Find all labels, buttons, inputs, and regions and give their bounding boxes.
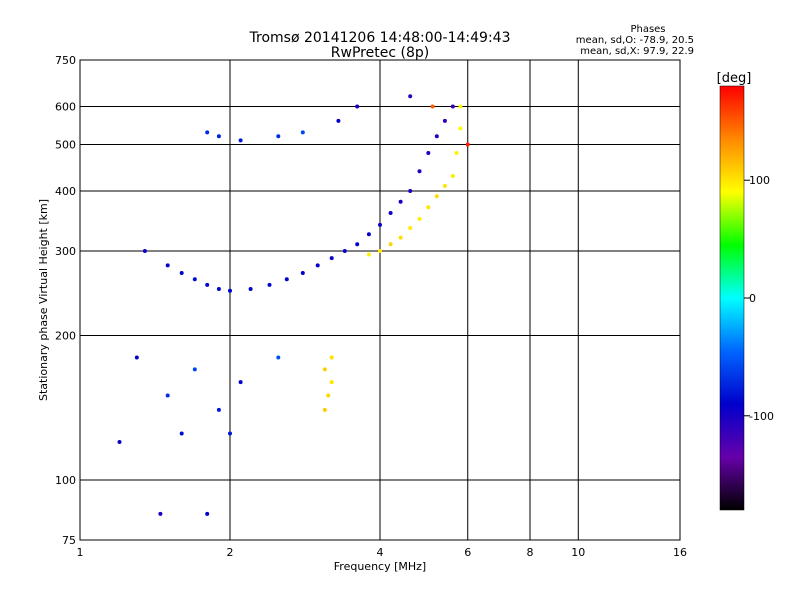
data-point-o bbox=[342, 249, 347, 253]
data-point-o bbox=[205, 511, 210, 516]
data-point-x bbox=[398, 235, 403, 240]
x-tick-label: 10 bbox=[571, 546, 585, 559]
chart-subtitle: RwPretec (8p) bbox=[331, 45, 429, 61]
colorbar-tick-label: -100 bbox=[749, 410, 774, 423]
data-point-o bbox=[248, 287, 253, 291]
y-tick-label: 300 bbox=[55, 245, 76, 258]
x-tick-label: 2 bbox=[227, 546, 234, 559]
data-point-x bbox=[366, 252, 371, 257]
data-point-o bbox=[117, 440, 122, 444]
data-point-o bbox=[216, 287, 221, 291]
data-point-o bbox=[417, 169, 422, 174]
colorbar-tick-label: 0 bbox=[749, 292, 756, 305]
data-point-o bbox=[165, 393, 170, 398]
data-point-o bbox=[336, 118, 341, 123]
data-point-x bbox=[417, 216, 422, 221]
data-point-x bbox=[450, 174, 455, 178]
data-point-o bbox=[192, 277, 197, 282]
data-point-x bbox=[329, 355, 334, 360]
x-tick-label: 1 bbox=[77, 546, 84, 559]
y-tick-label: 400 bbox=[55, 185, 76, 198]
data-point-o bbox=[216, 134, 221, 139]
data-point-x bbox=[322, 367, 327, 372]
data-point-x bbox=[458, 104, 463, 109]
y-tick-label: 200 bbox=[55, 330, 76, 343]
data-point-o bbox=[158, 511, 163, 516]
data-point-o bbox=[300, 130, 305, 135]
data-point-o bbox=[238, 138, 243, 143]
data-point-o bbox=[192, 367, 197, 372]
data-point-x bbox=[434, 194, 439, 199]
data-point-x bbox=[458, 126, 463, 131]
data-point-o bbox=[205, 282, 210, 287]
data-point-x bbox=[388, 242, 393, 247]
phase-stats-x: mean, sd,X: 97.9, 22.9 bbox=[580, 46, 694, 57]
data-point-o bbox=[216, 407, 221, 412]
data-point-o bbox=[276, 355, 281, 360]
colorbar-label: [deg] bbox=[717, 71, 752, 86]
data-point-o bbox=[228, 288, 232, 293]
data-point-o bbox=[366, 232, 371, 237]
data-point-o bbox=[408, 94, 413, 99]
phase-stats-o: mean, sd,O: -78.9, 20.5 bbox=[576, 35, 694, 46]
colorbar-tick-label: 100 bbox=[749, 174, 770, 187]
x-axis-label: Frequency [MHz] bbox=[334, 560, 426, 573]
data-point-x bbox=[426, 205, 431, 210]
colorbar-ticks: 100 0 -100 bbox=[744, 174, 774, 423]
data-point-o bbox=[276, 134, 281, 139]
data-point-o bbox=[205, 130, 210, 135]
data-point-o bbox=[267, 282, 272, 287]
y-ticks: 75 100 200 300 400 500 600 750 bbox=[55, 54, 76, 547]
data-point-x bbox=[442, 183, 447, 188]
data-point-o bbox=[134, 355, 139, 360]
x-tick-label: 16 bbox=[673, 546, 687, 559]
data-points bbox=[117, 94, 470, 516]
x-tick-label: 6 bbox=[464, 546, 471, 559]
y-tick-label: 500 bbox=[55, 139, 76, 152]
colorbar bbox=[719, 85, 745, 511]
data-point-o bbox=[329, 256, 334, 261]
data-point-o bbox=[315, 263, 320, 268]
phase-header: Phases bbox=[630, 24, 665, 35]
data-point-o bbox=[450, 104, 455, 109]
y-tick-label: 750 bbox=[55, 54, 76, 67]
y-tick-label: 600 bbox=[55, 101, 76, 114]
data-point-x bbox=[378, 249, 382, 253]
data-point-x bbox=[454, 151, 459, 155]
data-point-o bbox=[434, 134, 439, 139]
y-tick-label: 75 bbox=[62, 534, 76, 547]
data-point-x bbox=[465, 142, 470, 147]
x-tick-label: 4 bbox=[377, 546, 384, 559]
data-point-o bbox=[355, 104, 360, 109]
data-point-o bbox=[378, 222, 382, 227]
data-point-o bbox=[408, 189, 413, 193]
data-point-o bbox=[284, 277, 289, 282]
x-tick-label: 8 bbox=[527, 546, 534, 559]
data-point-o bbox=[238, 380, 243, 385]
data-point-o bbox=[355, 242, 360, 247]
chart-title: Tromsø 20141206 14:48:00-14:49:43 bbox=[249, 30, 511, 46]
data-point-o bbox=[228, 431, 232, 436]
y-axis-label: Stationary phase Virtual Height [km] bbox=[37, 199, 50, 401]
data-point-o bbox=[142, 249, 147, 253]
grid-lines bbox=[80, 60, 680, 540]
data-point-x bbox=[430, 104, 435, 109]
y-tick-label: 100 bbox=[55, 474, 76, 487]
data-point-o bbox=[388, 211, 393, 215]
x-ticks: 1 2 4 6 8 10 16 bbox=[77, 546, 688, 559]
data-point-o bbox=[300, 271, 305, 275]
data-point-o bbox=[426, 151, 431, 155]
data-point-x bbox=[329, 380, 334, 385]
data-point-o bbox=[165, 263, 170, 268]
data-point-o bbox=[442, 118, 447, 123]
data-point-x bbox=[326, 393, 331, 398]
data-point-x bbox=[322, 407, 327, 412]
data-point-o bbox=[398, 199, 403, 204]
data-point-x bbox=[408, 226, 413, 230]
data-point-o bbox=[179, 431, 184, 436]
data-point-o bbox=[179, 271, 184, 275]
